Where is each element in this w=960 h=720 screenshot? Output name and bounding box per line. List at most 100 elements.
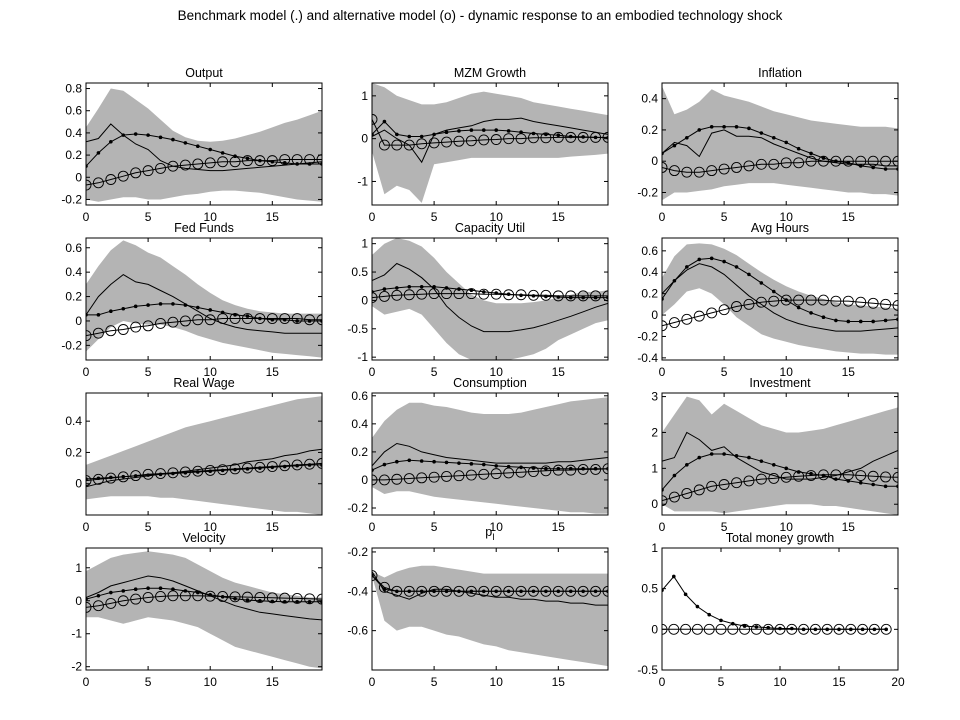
alternative-point	[92, 473, 104, 485]
benchmark-point	[709, 452, 714, 456]
alternative-point	[768, 158, 780, 170]
alternative-point	[217, 464, 229, 476]
benchmark-point	[593, 295, 598, 300]
alternative-point	[693, 166, 705, 178]
plot-content	[662, 243, 898, 355]
y-tick-label: 0	[361, 473, 368, 487]
alternative-point	[105, 472, 117, 484]
estimate-line	[662, 129, 898, 167]
alternative-point	[540, 132, 552, 144]
y-tick-label: 0	[75, 314, 82, 328]
x-tick-label: 5	[145, 675, 152, 689]
y-tick-label: 1	[651, 541, 658, 555]
alternative-point	[821, 623, 833, 635]
benchmark-point	[432, 285, 436, 289]
y-tick-label: -0.2	[347, 501, 368, 515]
y-tick-label: 1	[361, 89, 368, 103]
alternative-point	[552, 464, 564, 476]
alternative-point	[540, 465, 552, 477]
alternative-point	[179, 159, 191, 171]
alternative-point	[830, 155, 842, 167]
panel-title: Inflation	[758, 66, 802, 80]
confidence-band	[662, 86, 898, 201]
alternative-point	[117, 170, 129, 182]
alternative-point	[768, 472, 780, 484]
axes-frame	[85, 392, 323, 516]
alternative-point	[668, 317, 680, 328]
x-tick-label: 15	[552, 365, 566, 379]
alternative-point	[229, 591, 241, 603]
alternative-point	[577, 463, 589, 475]
alternative-point	[552, 585, 564, 597]
alternative-point	[105, 597, 117, 609]
alternative-point	[428, 585, 440, 597]
alternative-point	[528, 289, 539, 301]
benchmark-point	[183, 303, 188, 307]
alternative-point	[465, 585, 477, 597]
alternative-point	[378, 581, 390, 593]
y-tick-label: 0.4	[65, 265, 82, 279]
axes-frame	[85, 237, 323, 361]
alternative-point	[762, 623, 774, 635]
benchmark-point	[195, 590, 200, 595]
alternative-point	[809, 623, 821, 635]
benchmark-point	[245, 314, 250, 318]
benchmark-line	[662, 453, 898, 491]
y-tick-label: 2	[651, 425, 658, 439]
benchmark-point	[457, 129, 461, 133]
estimate-line	[662, 263, 898, 332]
alternative-point	[727, 623, 739, 635]
x-tick-label: 10	[490, 365, 504, 379]
alternative-point	[602, 290, 608, 302]
benchmark-point	[109, 139, 113, 144]
x-tick-label: 5	[431, 520, 438, 534]
y-tick-label: -0.4	[347, 584, 368, 598]
benchmark-point	[697, 455, 702, 460]
alternative-point	[490, 134, 502, 145]
alternative-point	[416, 585, 428, 597]
panel-investment: 0 5 10 15 0 1 2 3 Investment	[651, 376, 899, 534]
benchmark-point	[858, 480, 863, 485]
benchmark-point	[809, 151, 813, 156]
benchmark-point	[809, 311, 813, 315]
x-tick-label: 5	[145, 210, 152, 224]
x-tick-label: 15	[266, 675, 280, 689]
benchmark-point	[109, 590, 113, 595]
benchmark-point	[531, 294, 536, 298]
benchmark-point	[506, 464, 511, 469]
axes-frame	[85, 547, 323, 671]
alternative-point	[718, 163, 730, 175]
alternative-point	[868, 623, 880, 635]
alternative-point	[92, 177, 104, 189]
panel-pi: 0 5 10 15 -0.6 -0.4 -0.2 pI	[347, 525, 609, 689]
benchmark-point	[382, 462, 387, 467]
axes-frame	[661, 82, 899, 206]
estimate-line	[662, 431, 898, 480]
axes-frame	[371, 392, 609, 516]
x-tick-label: 15	[832, 675, 846, 689]
y-tick-label: 1	[651, 461, 658, 475]
alternative-point	[857, 623, 869, 635]
alternative-point	[602, 463, 608, 475]
alternative-point	[453, 470, 465, 482]
y-tick-label: 0.4	[351, 417, 368, 431]
panel-title: Velocity	[182, 531, 226, 545]
alternative-point	[528, 466, 539, 477]
benchmark-line	[372, 286, 608, 299]
alternative-point	[372, 570, 378, 581]
x-tick-label: 0	[83, 520, 90, 534]
alternative-point	[204, 464, 216, 476]
alternative-point	[528, 585, 539, 597]
benchmark-point	[171, 587, 175, 592]
benchmark-point	[707, 612, 711, 617]
benchmark-point	[195, 305, 200, 310]
benchmark-point	[821, 156, 826, 160]
alternative-point	[217, 156, 229, 168]
x-tick-label: 10	[204, 365, 218, 379]
x-tick-label: 0	[659, 675, 666, 689]
x-tick-label: 10	[773, 675, 787, 689]
alternative-point	[465, 469, 477, 481]
x-tick-label: 5	[721, 365, 728, 379]
y-tick-label: -0.2	[61, 338, 82, 352]
y-tick-label: 0	[651, 308, 658, 322]
